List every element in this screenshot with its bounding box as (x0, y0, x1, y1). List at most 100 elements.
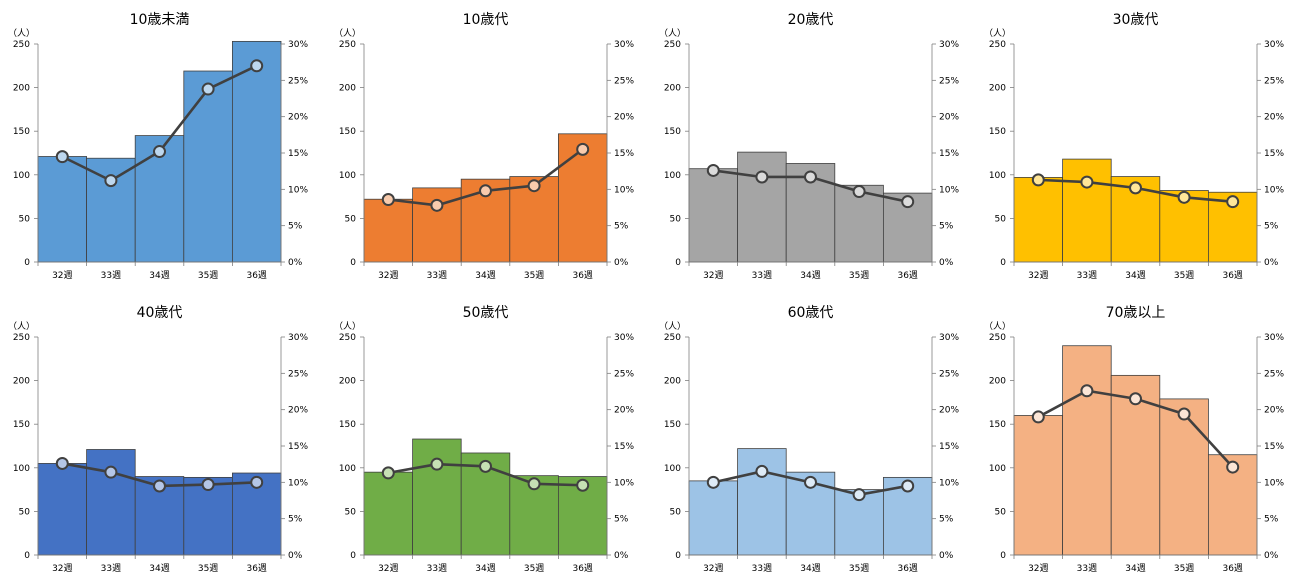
bar (412, 438, 462, 556)
rate-point (201, 82, 215, 96)
x-tick-label: 32週 (703, 563, 723, 574)
y-tick-label: 0 (1000, 258, 1006, 268)
y-tick-label: 150 (989, 127, 1006, 137)
chart-svg: 10歳代 （人） 0 50 100 150 200 250 0% 5% 10% 15% 20% 25% 30… (334, 12, 634, 281)
x-tick-label: 33週 (752, 563, 772, 574)
rate-point (1129, 392, 1142, 406)
y-axis-unit: （人） (984, 28, 1011, 39)
y2-tick-label: 5% (939, 222, 954, 232)
y2-tick-label: 25% (288, 76, 308, 86)
rate-point (55, 456, 69, 470)
y2-tick-label: 0% (939, 258, 954, 268)
bar (363, 198, 413, 263)
rate-point (1031, 173, 1045, 187)
y-tick-label: 250 (339, 333, 356, 343)
y-axis-unit: （人） (334, 321, 361, 332)
bar (1062, 345, 1112, 556)
chart-title: 20歳代 (788, 12, 834, 28)
y-tick-label: 50 (670, 214, 682, 224)
y2-tick-label: 10% (939, 185, 959, 195)
rate-point (804, 170, 817, 184)
y2-tick-label: 20% (614, 406, 634, 416)
y2-tick-label: 10% (939, 478, 959, 488)
y2-tick-label: 10% (1264, 185, 1284, 195)
y2-tick-label: 25% (939, 369, 959, 379)
y-tick-label: 150 (13, 127, 30, 137)
x-tick-label: 36週 (572, 270, 592, 281)
y-tick-label: 150 (664, 127, 681, 137)
chart-title: 10歳未満 (130, 12, 190, 28)
rate-point (1226, 460, 1240, 474)
y2-tick-label: 0% (288, 551, 303, 561)
rate-point (1129, 181, 1142, 195)
rate-point (901, 479, 915, 493)
y2-tick-label: 25% (1264, 76, 1284, 86)
chart-panel: 20歳代 （人） 0 50 100 150 200 250 0% 5% 10% 15% 20% 25% 30… (650, 0, 975, 292)
y2-tick-label: 15% (288, 442, 308, 452)
y-tick-label: 150 (339, 127, 356, 137)
y2-tick-label: 5% (614, 515, 629, 525)
y-tick-label: 0 (350, 551, 356, 561)
y-tick-label: 50 (995, 507, 1007, 517)
x-tick-label: 34週 (149, 563, 169, 574)
y-tick-label: 0 (350, 258, 356, 268)
bar (37, 156, 87, 263)
rate-point (479, 184, 492, 198)
x-tick-label: 32週 (378, 563, 398, 574)
rate-point (1031, 410, 1045, 424)
chart-title: 60歳代 (788, 305, 834, 321)
bar (1062, 158, 1112, 263)
chart-svg: 60歳代 （人） 0 50 100 150 200 250 0% 5% 10% 15% 20% 25% 30… (659, 305, 959, 574)
y2-tick-label: 30% (288, 333, 308, 343)
chart-title: 10歳代 (463, 12, 509, 28)
x-tick-label: 36週 (246, 563, 266, 574)
y2-tick-label: 20% (1264, 113, 1284, 123)
y-tick-label: 100 (989, 464, 1006, 474)
rate-point (755, 464, 769, 478)
y-tick-label: 100 (339, 171, 356, 181)
rate-point (250, 59, 264, 73)
y-tick-label: 0 (24, 258, 30, 268)
y-tick-label: 50 (19, 214, 31, 224)
y-tick-label: 100 (13, 464, 30, 474)
y2-tick-label: 5% (1264, 515, 1279, 525)
bar (737, 151, 787, 263)
y2-tick-label: 20% (939, 113, 959, 123)
y-tick-label: 150 (989, 420, 1006, 430)
x-tick-label: 35週 (1174, 563, 1194, 574)
bar (363, 471, 413, 556)
x-tick-label: 35週 (849, 563, 869, 574)
y2-tick-label: 10% (288, 185, 308, 195)
chart-panel: 40歳代 （人） 0 50 100 150 200 250 0% 5% 10% 15% 20% 25% 30… (0, 293, 324, 585)
y2-tick-label: 5% (1264, 222, 1279, 232)
chart-svg: 50歳代 （人） 0 50 100 150 200 250 0% 5% 10% 15% 20% 25% 30… (334, 305, 634, 574)
x-tick-label: 32週 (703, 270, 723, 281)
x-tick-label: 34週 (475, 563, 495, 574)
bar (688, 480, 738, 556)
y-tick-label: 200 (664, 84, 681, 94)
x-tick-label: 34週 (149, 270, 169, 281)
x-tick-label: 34週 (1125, 270, 1145, 281)
rate-point (479, 459, 492, 473)
rate-point (576, 478, 590, 492)
bar (86, 157, 136, 263)
bar (231, 40, 282, 263)
y2-tick-label: 30% (939, 333, 959, 343)
y-tick-label: 250 (664, 40, 681, 50)
rate-point (430, 457, 444, 471)
y2-tick-label: 20% (1264, 406, 1284, 416)
chart-panel: 10歳未満 （人） 0 50 100 150 200 250 0% 5% 10% 15% 20% 25% 3… (0, 0, 324, 292)
y2-tick-label: 0% (1264, 551, 1279, 561)
y-tick-label: 150 (13, 420, 30, 430)
rate-point (250, 475, 264, 489)
rate-point (852, 185, 866, 199)
y-tick-label: 250 (989, 333, 1006, 343)
y-axis-unit: （人） (334, 28, 361, 39)
x-tick-label: 36週 (897, 270, 917, 281)
chart-panel: 60歳代 （人） 0 50 100 150 200 250 0% 5% 10% 15% 20% 25% 30… (650, 293, 975, 585)
bar (1013, 415, 1063, 556)
y-tick-label: 200 (339, 84, 356, 94)
chart-svg: 30歳代 （人） 0 50 100 150 200 250 0% 5% 10% 15% 20% 25% 30… (984, 12, 1284, 281)
y2-tick-label: 30% (1264, 333, 1284, 343)
bar (37, 463, 87, 556)
